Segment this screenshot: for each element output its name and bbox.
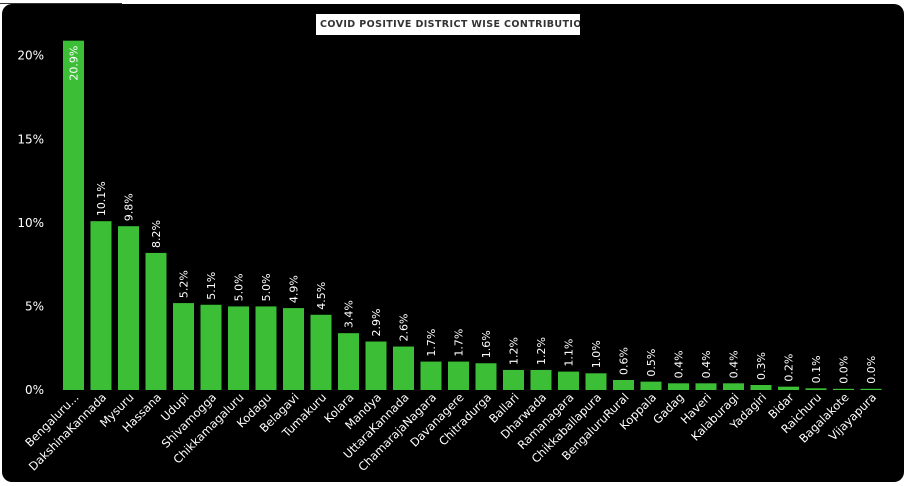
data-label: 0.1% [810, 355, 823, 383]
data-label: 4.9% [288, 275, 301, 303]
bar-3 [118, 226, 139, 390]
y-tick-label: 5% [25, 299, 44, 313]
data-label: 8.2% [150, 220, 163, 248]
bar-4 [145, 252, 167, 390]
data-label: 4.5% [315, 282, 328, 310]
data-label: 0.4% [728, 350, 741, 378]
y-tick-label: 0% [25, 383, 44, 397]
bar-26 [750, 384, 772, 390]
bar-21 [613, 379, 634, 390]
bar-14 [420, 361, 442, 390]
bar-29 [833, 388, 854, 390]
bar-24 [695, 383, 717, 390]
data-label: 2.6% [398, 314, 411, 342]
y-tick-label: 15% [17, 132, 44, 146]
top-tab [0, 0, 122, 4]
data-label: 0.6% [618, 347, 631, 375]
bar-8 [255, 306, 277, 390]
data-label: 5.0% [233, 273, 246, 301]
y-tick-label: 20% [17, 49, 44, 63]
data-label: 1.2% [535, 337, 548, 365]
data-label: 0.2% [783, 354, 796, 382]
data-label: 10.1% [95, 181, 108, 216]
bar-23 [668, 383, 689, 390]
bar-22 [640, 381, 662, 390]
data-label: 3.4% [343, 300, 356, 328]
chart-title: COVID POSITIVE DISTRICT WISE CONTRIBUTIO… [320, 19, 580, 30]
data-label: 1.7% [453, 329, 466, 357]
data-label: 0.0% [838, 356, 851, 384]
bar-16 [475, 363, 497, 390]
bar-9 [283, 308, 304, 390]
bar-28 [805, 388, 827, 390]
data-label: 9.8% [123, 193, 136, 221]
bar-20 [585, 373, 607, 390]
data-label: 2.9% [370, 309, 383, 337]
bar-10 [310, 314, 332, 390]
bar-19 [558, 371, 579, 390]
data-label: 1.1% [563, 339, 576, 367]
bar-7 [228, 306, 249, 390]
bar-18 [530, 369, 552, 390]
data-label: 1.7% [425, 329, 438, 357]
bar-12 [365, 341, 387, 390]
data-label: 5.1% [205, 272, 218, 300]
y-tick-label: 10% [17, 216, 44, 230]
bar-5 [173, 303, 194, 390]
data-label: 5.0% [260, 273, 273, 301]
data-label: 0.0% [865, 356, 878, 384]
data-label: 0.4% [673, 350, 686, 378]
data-label: 0.5% [645, 349, 658, 377]
chart-panel [2, 4, 904, 482]
bar-1 [63, 40, 84, 391]
bar-27 [778, 386, 799, 390]
data-label: 1.2% [508, 337, 521, 365]
data-label: 20.9% [68, 46, 81, 81]
bar-30 [860, 388, 882, 390]
data-label: 1.0% [590, 340, 603, 368]
bar-11 [338, 333, 359, 390]
chart-title-box: COVID POSITIVE DISTRICT WISE CONTRIBUTIO… [316, 14, 580, 35]
data-label: 0.4% [700, 350, 713, 378]
bar-6 [200, 304, 222, 390]
data-label: 1.6% [480, 330, 493, 358]
data-label: 0.3% [755, 352, 768, 380]
bar-17 [503, 369, 524, 390]
bar-25 [723, 383, 744, 390]
bar-2 [90, 221, 112, 390]
data-label: 5.2% [178, 270, 191, 298]
bar-13 [393, 346, 414, 390]
bar-15 [448, 361, 469, 390]
